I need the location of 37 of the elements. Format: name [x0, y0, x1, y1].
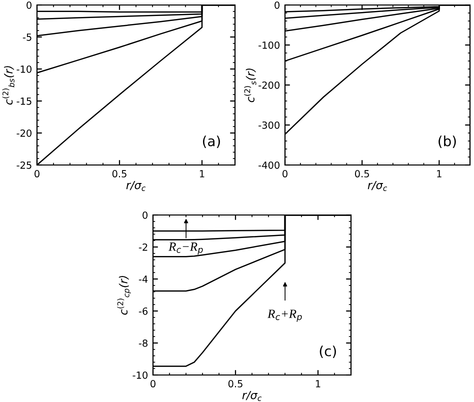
- x-axis-title: r/σ$_{c}$: [368, 180, 388, 192]
- x-tick-label: 1: [437, 170, 442, 178]
- y-axis-title: c$^{(2)}$$_{s}$(r): [244, 68, 256, 102]
- y-tick-label: -10: [16, 65, 32, 73]
- x-tick-label: 1: [200, 170, 204, 178]
- annotation: (a): [202, 136, 220, 148]
- x-tick-label: 1: [316, 380, 320, 388]
- y-tick-label: -300: [258, 121, 280, 129]
- x-tick-label: 0.5: [112, 170, 126, 178]
- y-tick-label: -100: [258, 41, 280, 49]
- y-tick-label: -15: [16, 98, 32, 105]
- x-tick-label: 0: [150, 380, 156, 388]
- annotation: (c): [320, 346, 336, 358]
- y-tick-label: 0: [142, 211, 148, 219]
- x-tick-label: 0: [34, 170, 40, 178]
- y-tick-label: -200: [258, 81, 280, 89]
- y-tick-label: -10: [132, 371, 148, 379]
- y-axis-title: c$^{(2)}$$_{cp}$(r): [117, 276, 131, 315]
- y-axis-title: c$^{(2)}$$_{bs}$(r): [2, 66, 14, 105]
- y-tick-label: -2: [138, 243, 148, 251]
- y-tick-label: -5: [22, 34, 32, 41]
- x-tick-label: 0: [282, 170, 288, 178]
- x-tick-label: 0.5: [228, 380, 242, 388]
- y-tick-label: -6: [138, 307, 148, 315]
- annotation: R$_{c}$−R$_{p}$: [168, 242, 203, 255]
- annotation: (b): [438, 136, 456, 148]
- x-tick-label: 0.5: [354, 170, 369, 178]
- y-tick-label: 0: [274, 1, 280, 9]
- x-axis-title: r/σ$_{c}$: [242, 390, 262, 402]
- y-tick-label: -400: [258, 161, 280, 169]
- y-tick-label: -20: [16, 129, 32, 137]
- y-tick-label: -8: [138, 339, 148, 347]
- y-tick-label: -25: [16, 161, 32, 169]
- y-tick-label: -4: [138, 276, 148, 283]
- y-tick-label: 0: [26, 1, 32, 9]
- x-axis-title: r/σ$_{c}$: [126, 180, 146, 192]
- annotation: R$_{c}$+R$_{p}$: [268, 310, 302, 322]
